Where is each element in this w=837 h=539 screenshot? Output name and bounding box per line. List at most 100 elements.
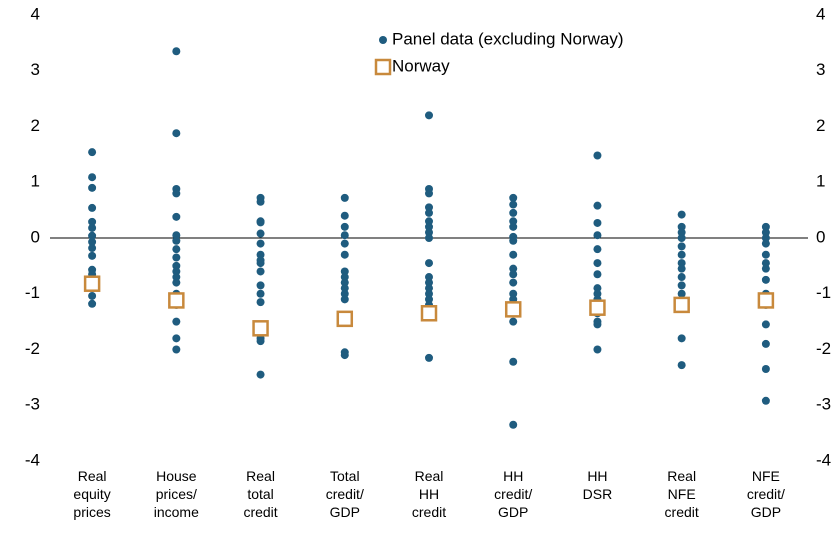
panel-dot <box>340 222 349 231</box>
norway-marker <box>673 296 690 314</box>
y-tick-label: 1 <box>31 172 40 191</box>
panel-dot <box>677 222 686 231</box>
panel-dot <box>761 264 770 273</box>
panel-dot <box>425 278 433 287</box>
panel-dot <box>172 334 181 343</box>
panel-dot <box>256 267 265 276</box>
panel-dot <box>509 208 518 217</box>
panel-dot <box>172 273 181 282</box>
panel-dot <box>509 236 518 245</box>
panel-dot <box>761 396 770 405</box>
panel-dot <box>340 273 349 282</box>
norway-marker <box>168 292 185 309</box>
panel-dot <box>761 320 770 329</box>
panel-dot <box>425 273 433 282</box>
panel-dot <box>88 251 97 260</box>
norway-marker <box>420 305 438 322</box>
panel-dot <box>172 47 181 56</box>
y2-tick-label: -2 <box>816 339 831 358</box>
panel-dot <box>340 278 349 287</box>
panel-dot <box>509 193 518 202</box>
panel-dot <box>425 217 433 226</box>
legend-marker <box>379 36 387 44</box>
panel-dot <box>593 151 602 160</box>
y2-tick-label: -4 <box>816 450 831 469</box>
norway-marker <box>83 275 101 292</box>
panel-dot <box>677 289 686 298</box>
y2-tick-label: -3 <box>816 395 831 414</box>
panel-dot <box>88 173 97 182</box>
panel-dot <box>677 264 686 273</box>
panel-dot <box>677 281 686 290</box>
panel-dot <box>425 208 433 217</box>
panel-dot <box>340 250 349 259</box>
panel-dot <box>256 239 265 248</box>
panel-dot <box>340 351 349 360</box>
panel-dot <box>677 234 686 242</box>
panel-dot <box>425 234 433 242</box>
y2-tick-label: 2 <box>816 116 825 135</box>
panel-dot <box>340 231 349 240</box>
panel-dot <box>172 253 181 262</box>
panel-dot <box>425 284 433 293</box>
panel-dot <box>593 218 602 227</box>
y-tick-label: -2 <box>25 339 40 358</box>
x-tick-label: Real total credit <box>243 468 277 520</box>
panel-dot <box>340 193 349 202</box>
panel-dot <box>509 222 518 231</box>
panel-dot <box>88 203 97 212</box>
panel-dot <box>256 370 265 379</box>
y-tick-label: -4 <box>25 450 40 469</box>
panel-dot <box>340 211 349 220</box>
legend-marker <box>374 58 392 76</box>
panel-dot <box>677 242 686 251</box>
panel-dot <box>593 245 602 254</box>
panel-dot <box>761 365 770 374</box>
legend-label: Norway <box>392 56 450 75</box>
y-tick-label: 4 <box>31 4 40 23</box>
norway-marker <box>589 299 606 316</box>
y-tick-label: 3 <box>31 60 40 79</box>
panel-dot <box>593 289 602 298</box>
panel-dot <box>425 295 433 304</box>
panel-dot <box>509 217 518 226</box>
panel-dot <box>256 298 265 307</box>
panel-dot <box>761 239 770 248</box>
panel-dot <box>425 228 433 237</box>
panel-dot <box>256 218 265 227</box>
panel-dot <box>425 289 433 298</box>
panel-dot <box>593 270 602 279</box>
panel-dot <box>677 273 686 282</box>
panel-dot <box>761 259 770 268</box>
panel-dot <box>593 320 602 329</box>
panel-dot <box>677 210 686 219</box>
panel-dot <box>509 420 518 429</box>
panel-dot <box>677 334 686 343</box>
panel-dot <box>509 270 518 279</box>
panel-dot <box>761 250 770 259</box>
norway-marker <box>252 320 269 337</box>
panel-dot <box>256 289 265 298</box>
panel-dot <box>256 250 265 259</box>
panel-dot <box>425 203 433 212</box>
y-tick-label: -3 <box>25 395 40 414</box>
panel-dot <box>256 229 265 238</box>
panel-dot <box>340 289 349 298</box>
panel-dot <box>88 237 97 246</box>
panel-dot <box>425 353 433 362</box>
panel-dot <box>256 337 265 346</box>
panel-dot <box>425 189 433 198</box>
x-tick-label: NFE credit/GDP <box>747 468 785 520</box>
panel-dot <box>593 259 602 268</box>
panel-dot <box>256 197 265 206</box>
norway-marker <box>336 310 354 328</box>
panel-dot <box>172 236 181 245</box>
y2-tick-label: -1 <box>816 283 831 302</box>
panel-dot <box>509 278 518 287</box>
panel-dot <box>425 111 433 120</box>
x-tick-label: HH DSR <box>583 468 613 502</box>
panel-dot <box>172 212 181 221</box>
panel-dot <box>340 239 349 248</box>
panel-dot <box>88 148 97 157</box>
